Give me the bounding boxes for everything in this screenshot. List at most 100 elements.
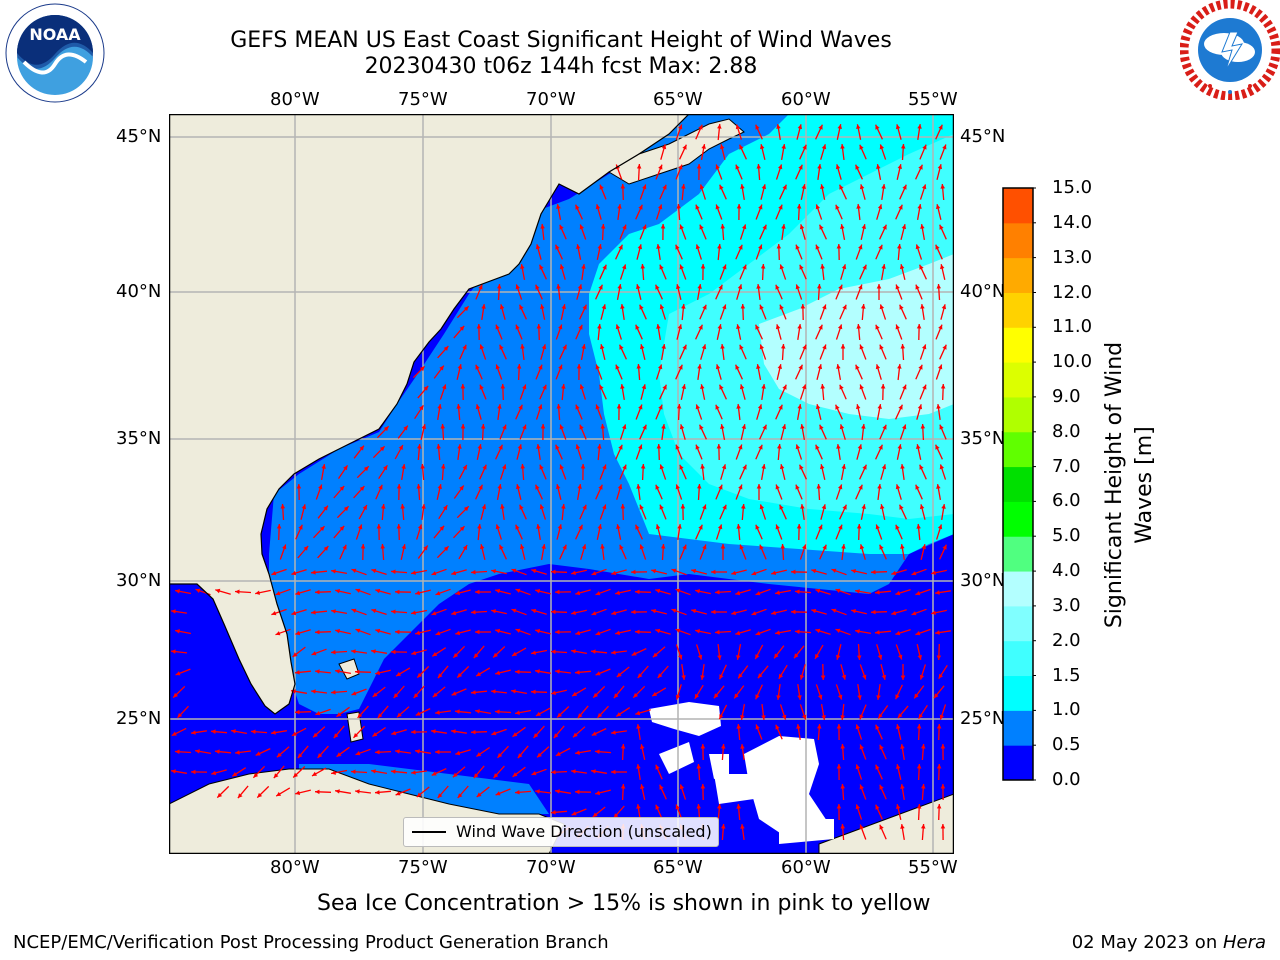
wave-arrow-head <box>481 504 487 510</box>
wave-arrow-head <box>922 384 927 390</box>
wave-arrow-head <box>175 749 180 754</box>
wave-arrow-head <box>535 284 540 290</box>
wave-arrow-head <box>355 789 360 794</box>
lat-label-left-40n: 40°N <box>116 281 162 302</box>
wave-arrow-head <box>895 284 900 290</box>
wave-arrow-head <box>855 364 860 370</box>
wave-arrow-head <box>635 629 640 635</box>
wave-arrow-head <box>896 804 901 809</box>
wave-arrow-head <box>396 524 402 529</box>
wave-arrow-head <box>375 749 380 755</box>
wave-arrow-head <box>661 544 666 549</box>
wave-arrow-head <box>651 609 657 614</box>
wave-arrow-head <box>517 753 523 759</box>
wave-arrow-head <box>882 224 887 230</box>
wave-arrow-head <box>855 164 860 170</box>
wave-arrow-head <box>936 284 941 289</box>
wave-arrow-head <box>799 264 804 270</box>
wave-arrow-head <box>719 384 724 390</box>
wave-arrow-head <box>802 714 807 720</box>
wave-arrow-head <box>777 364 782 369</box>
wave-arrow-head <box>171 649 176 654</box>
wave-arrow-head <box>719 714 724 720</box>
wave-arrow-head <box>662 184 667 190</box>
wave-arrow-head <box>939 424 944 430</box>
wave-arrow-head <box>916 444 921 449</box>
wave-arrow-head <box>191 769 196 775</box>
wave-arrow-head <box>635 324 640 330</box>
wave-arrow-head <box>777 444 782 449</box>
wave-arrow-head <box>902 184 907 190</box>
wave-arrow-head <box>741 424 746 429</box>
wave-arrow-head <box>391 769 396 774</box>
wave-arrow-head <box>820 464 825 470</box>
wave-arrow-head <box>831 608 837 613</box>
wave-arrow-head <box>915 244 921 250</box>
wave-arrow-head <box>677 524 682 529</box>
wave-arrow-head <box>615 630 620 635</box>
wave-arrow-head <box>658 204 663 210</box>
wave-arrow-head <box>938 124 943 130</box>
wave-arrow-head <box>738 244 743 250</box>
wave-arrow-head <box>658 404 663 410</box>
wave-arrow-head <box>851 609 856 614</box>
lat-label-right-40n: 40°N <box>960 281 1006 302</box>
wave-arrow-head <box>939 714 944 720</box>
wave-arrow-head <box>575 204 580 210</box>
wave-arrow-head <box>435 591 441 596</box>
wave-arrow-head <box>896 764 901 769</box>
wave-arrow-head <box>817 284 822 289</box>
wave-arrow-head <box>419 405 424 411</box>
wave-arrow-head <box>432 692 438 698</box>
wave-arrow-head <box>681 184 686 189</box>
colorbar-title-line1: Significant Height of Wind <box>1102 341 1127 629</box>
wave-arrow-head <box>655 524 661 530</box>
wave-arrow-head <box>540 304 545 309</box>
wave-arrow-head <box>902 424 907 430</box>
wave-arrow-head <box>355 588 361 593</box>
wave-arrow-head <box>642 224 647 230</box>
wave-arrow-head <box>818 324 823 330</box>
wave-arrow-head <box>711 609 716 615</box>
wave-arrow-head <box>815 653 820 659</box>
wave-arrow-head <box>895 524 900 530</box>
wave-arrow-head <box>861 224 866 229</box>
wave-arrow-head <box>595 790 601 796</box>
wave-arrow-head <box>615 590 620 595</box>
wave-arrow-head <box>315 669 320 674</box>
wave-arrow-head <box>602 464 607 470</box>
wave-arrow-head <box>702 504 707 510</box>
wave-arrow-head <box>757 673 763 679</box>
wave-arrow-head <box>335 789 340 794</box>
wave-arrow-head <box>821 715 826 720</box>
wave-arrow-head <box>836 444 841 449</box>
wave-arrow-head <box>740 715 745 720</box>
wave-arrow-head <box>512 732 518 737</box>
wave-arrow-head <box>282 544 287 550</box>
wave-arrow-head <box>941 304 947 310</box>
wave-arrow-head <box>455 590 461 596</box>
wave-arrow-head <box>715 164 720 170</box>
wave-arrow-head <box>740 184 745 189</box>
wave-arrow-head <box>801 384 807 390</box>
wave-arrow-head <box>857 695 862 700</box>
wave-arrow-head <box>431 571 437 576</box>
wave-arrow-head <box>541 344 547 350</box>
wave-arrow-head <box>518 404 523 410</box>
wave-arrow-head <box>796 204 802 209</box>
wave-arrow-head <box>535 669 540 674</box>
wave-arrow-head <box>875 630 880 635</box>
wave-arrow-head <box>522 384 527 390</box>
wave-arrow-head <box>315 629 320 635</box>
wave-arrow-head <box>371 568 377 574</box>
wave-arrow-head <box>215 749 220 754</box>
wave-arrow-head <box>211 729 216 734</box>
wave-arrow-head <box>775 484 780 490</box>
wave-arrow-head <box>555 244 560 250</box>
sea-ice-note: Sea Ice Concentration > 15% is shown in … <box>317 891 931 916</box>
wave-arrow-head <box>679 424 685 430</box>
wave-arrow-head <box>811 608 817 614</box>
wave-arrow-head <box>859 344 864 350</box>
wave-arrow-head <box>676 284 681 290</box>
wave-arrow-head <box>815 404 821 410</box>
